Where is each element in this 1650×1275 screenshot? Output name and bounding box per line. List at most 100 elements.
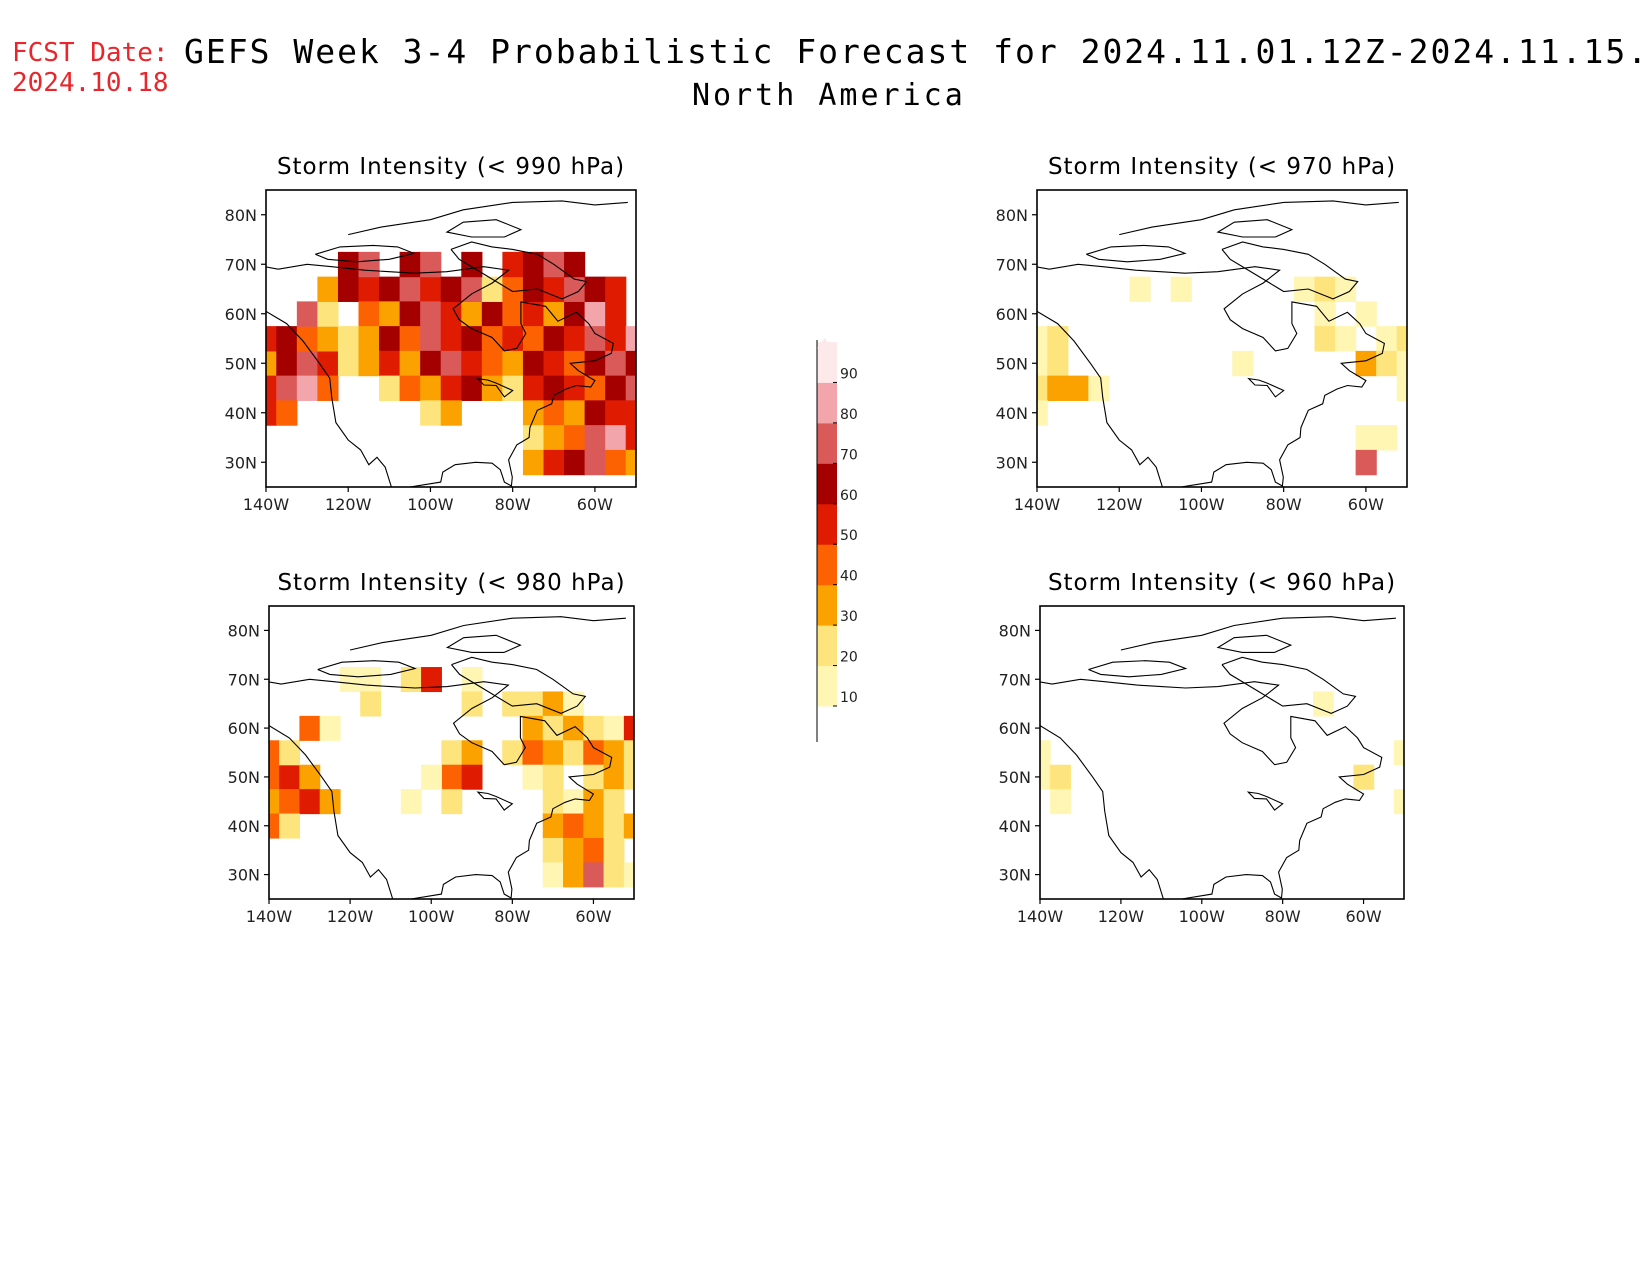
probability-cell [360,667,382,693]
coastline [1119,200,1399,236]
probability-cell [358,251,380,278]
probability-cell [358,276,380,302]
probability-cell [522,715,544,741]
probability-cell [399,251,421,278]
probability-cell [1396,350,1407,377]
probability-cell [543,326,565,352]
probability-cell [522,326,545,352]
probability-cell [625,375,636,401]
probability-cell [461,740,483,766]
probability-cell [337,326,360,352]
lat-tick-label: 70N [996,255,1028,274]
probability-cell [584,400,606,426]
coastline [445,219,523,238]
probability-cell [266,326,277,352]
coastline [1120,616,1396,651]
probability-cell [542,789,564,815]
probability-cell [441,740,463,766]
lon-tick-label: 60W [577,495,613,514]
probability-cell [1393,789,1404,815]
probability-cell [1355,301,1377,327]
colorbar-label: 40 [840,569,858,585]
probability-cell [399,375,421,401]
probability-cell [522,400,545,426]
probability-cell [603,740,625,766]
coastline [349,616,626,651]
probability-cell [1232,350,1254,377]
probability-cell [625,400,636,426]
colorbar-label: 70 [840,447,858,463]
probability-cell [481,350,503,377]
probability-cell [543,301,565,327]
probability-cell [543,350,565,377]
probability-cell [1355,425,1377,451]
probability-cell [420,375,442,401]
probability-cell [276,350,298,377]
lon-tick-label: 80W [1265,907,1301,926]
probability-cell [1335,326,1357,352]
probability-cell [605,301,627,327]
lon-tick-label: 80W [1266,495,1302,514]
probability-cell [337,251,360,278]
probability-cell [279,764,301,790]
probability-cell [1376,326,1398,352]
probability-cell [522,740,544,766]
probability-cell [584,375,606,401]
probability-cell [400,789,422,815]
probability-cell [583,813,605,839]
coastline [317,660,417,678]
panel-title: Storm Intensity (< 960 hPa) [1048,570,1396,596]
probability-cell [440,276,462,302]
probability-cell [461,301,483,327]
probability-cell [603,813,625,839]
forecast-date-value: 2024.10.18 [12,68,169,98]
lat-tick-label: 40N [999,817,1031,836]
probability-cell [337,350,360,377]
probability-cell [379,301,401,327]
probability-cell [1037,375,1048,401]
coastline [1040,678,1383,899]
probability-cell [542,715,564,741]
lat-tick-label: 50N [228,768,260,787]
lon-tick-label: 60W [1345,907,1381,926]
probability-cell [584,350,606,377]
probability-cell [440,375,462,401]
probability-cell [603,837,625,863]
probability-cell [360,691,382,717]
probability-cell [522,301,545,327]
probability-cell [623,715,634,741]
probability-cell [379,276,401,302]
colorbar-label: 80 [840,407,858,423]
probability-cell [319,715,341,741]
probability-cell [502,301,524,327]
probability-cell [1396,375,1407,401]
probability-cell [299,764,321,790]
lat-tick-label: 60N [225,305,257,324]
lat-tick-label: 30N [225,453,257,472]
map-frame [265,189,637,488]
probability-cell [358,301,380,327]
probability-cell [1037,400,1048,426]
probability-cell [564,425,586,451]
lat-tick-label: 60N [999,719,1031,738]
probability-cell [584,276,606,302]
probability-cell [1040,764,1051,790]
coastlines [1037,200,1399,487]
panel-title: Storm Intensity (< 970 hPa) [1048,154,1396,180]
probability-cell [1355,350,1377,377]
probability-cell [269,813,280,839]
coastline [451,656,587,714]
lat-tick-label: 50N [996,354,1028,373]
probability-cell [625,449,636,476]
probability-cell [1047,375,1069,401]
probability-cell [502,691,524,717]
probability-cell [337,276,360,302]
lon-tick-label: 140W [246,907,293,926]
probability-cell [603,789,625,815]
probability-cell [379,375,401,401]
coastline [1088,660,1188,678]
lat-tick-label: 80N [228,621,260,640]
lat-tick-label: 30N [999,866,1031,885]
probability-cell [399,276,421,302]
